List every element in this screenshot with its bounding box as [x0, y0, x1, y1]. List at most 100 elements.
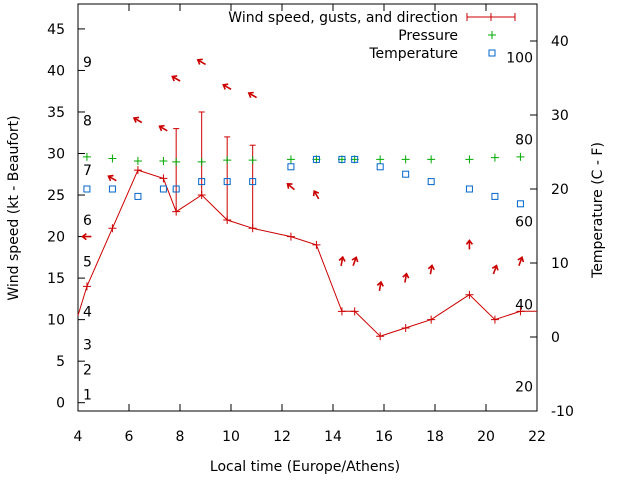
temperature-point — [249, 178, 257, 186]
x-axis: 4 6 8 10 12 14 16 18 20 22 — [74, 4, 546, 445]
pressure-point — [286, 155, 295, 164]
pressure-point — [490, 153, 499, 162]
temperature-point — [427, 178, 435, 186]
wind-direction-arrow — [132, 116, 143, 124]
pressure-point — [108, 154, 117, 163]
beaufort-label: 8 — [83, 113, 92, 129]
wind-speed-point — [133, 166, 142, 175]
temperature-point — [402, 170, 410, 178]
x-axis-label: Local time (Europe/Athens) — [210, 459, 400, 475]
y-right-tick-label: -10 — [551, 404, 574, 420]
beaufort-label: 9 — [83, 55, 92, 71]
temperature-point — [159, 185, 167, 193]
wind-direction-arrow — [376, 280, 384, 291]
x-tick-label: 18 — [426, 429, 444, 445]
temperature-point — [351, 155, 359, 163]
wind-speed-point — [312, 240, 321, 249]
temperature-point — [172, 185, 180, 193]
right-axis: -10 0 10 20 30 40 — [530, 34, 574, 420]
y-right-tick-label: 30 — [551, 108, 569, 124]
y-right-tick-label: 0 — [551, 330, 560, 346]
wind-direction-arrow — [351, 256, 359, 266]
legend-swatch-wind — [466, 13, 516, 21]
y-left-tick-label: 45 — [47, 22, 65, 38]
temperature-point — [338, 155, 346, 163]
wind-speed-line — [77, 169, 537, 337]
x-tick-label: 6 — [125, 429, 134, 445]
fahrenheit-label: 60 — [515, 215, 533, 231]
beaufort-label: 6 — [83, 213, 92, 229]
pressure-point — [159, 156, 168, 165]
legend-swatch-temperature — [488, 49, 496, 57]
fahrenheit-label: 20 — [515, 380, 533, 396]
wind-direction-arrow — [196, 58, 206, 66]
beaufort-scale: 1 2 3 4 5 6 7 8 9 — [83, 55, 92, 403]
temperature-point — [198, 178, 206, 186]
temperature-point — [223, 178, 231, 186]
wind-direction-arrow — [286, 182, 295, 191]
plot-frame — [77, 3, 538, 412]
fahrenheit-scale: 20 40 60 80 100 — [506, 50, 533, 395]
beaufort-label: 4 — [83, 304, 92, 320]
y-axis-left-label: Wind speed (kt - Beaufort) — [6, 115, 22, 300]
wind-speed-point — [465, 290, 474, 299]
x-tick-label: 8 — [176, 429, 185, 445]
pressure-point — [172, 157, 181, 166]
wind-direction-arrow — [247, 91, 257, 99]
x-tick-label: 10 — [222, 429, 240, 445]
pressure-point — [82, 152, 91, 161]
wind-speed-point — [82, 282, 91, 291]
beaufort-label: 1 — [83, 387, 92, 403]
y-right-tick-label: 10 — [551, 256, 569, 272]
wind-speed-point — [516, 307, 525, 316]
beaufort-label: 7 — [83, 163, 92, 179]
y-left-tick-label: 15 — [47, 271, 65, 287]
wind-speed-point — [401, 323, 410, 332]
temperature-point — [83, 185, 91, 193]
wind-direction-arrow — [312, 189, 320, 200]
x-tick-label: 14 — [324, 429, 342, 445]
pressure-point — [197, 157, 206, 166]
temperature-point — [516, 200, 524, 208]
fahrenheit-label: 100 — [506, 50, 533, 66]
wind-speed-point — [350, 307, 359, 316]
wind-speed-point — [286, 232, 295, 241]
temperature-point — [134, 192, 142, 200]
y-left-tick-label: 20 — [47, 230, 65, 246]
fahrenheit-label: 40 — [515, 297, 533, 313]
pressure-point — [223, 156, 232, 165]
wind-direction-arrow — [402, 272, 410, 283]
legend-label-temperature: Temperature — [368, 46, 458, 62]
pressure-point — [133, 156, 142, 165]
wind-direction-arrow — [491, 264, 499, 275]
wind-direction-arrow — [107, 174, 117, 182]
wind-direction-arrow — [171, 75, 181, 82]
legend-swatch-pressure — [488, 31, 496, 39]
temperature-point — [491, 192, 499, 200]
y-left-tick-label: 10 — [47, 313, 65, 329]
wind-direction-arrow — [338, 255, 346, 267]
wind-direction-arrow — [158, 124, 168, 132]
y-left-tick-label: 5 — [56, 354, 65, 370]
wind-speed-point — [376, 332, 385, 341]
legend-label-wind: Wind speed, gusts, and direction — [228, 10, 458, 26]
legend: Wind speed, gusts, and direction Pressur… — [228, 10, 516, 62]
legend-label-pressure: Pressure — [398, 28, 458, 44]
temperature-point — [376, 163, 384, 171]
x-tick-label: 20 — [477, 429, 495, 445]
temperature-point — [108, 185, 116, 193]
pressure-point — [427, 155, 436, 164]
pressure-point — [516, 152, 525, 161]
pressure-point — [401, 155, 410, 164]
pressure-point — [248, 156, 257, 165]
wind-speed-point — [159, 174, 168, 183]
temperature-point — [287, 163, 295, 171]
x-tick-label: 22 — [528, 429, 546, 445]
wind-direction-arrow — [465, 239, 474, 250]
y-left-tick-label: 30 — [47, 147, 65, 163]
wind-speed-point — [108, 224, 117, 233]
y-left-tick-label: 25 — [47, 188, 65, 204]
pressure-point — [376, 155, 385, 164]
y-right-tick-label: 40 — [551, 34, 569, 50]
